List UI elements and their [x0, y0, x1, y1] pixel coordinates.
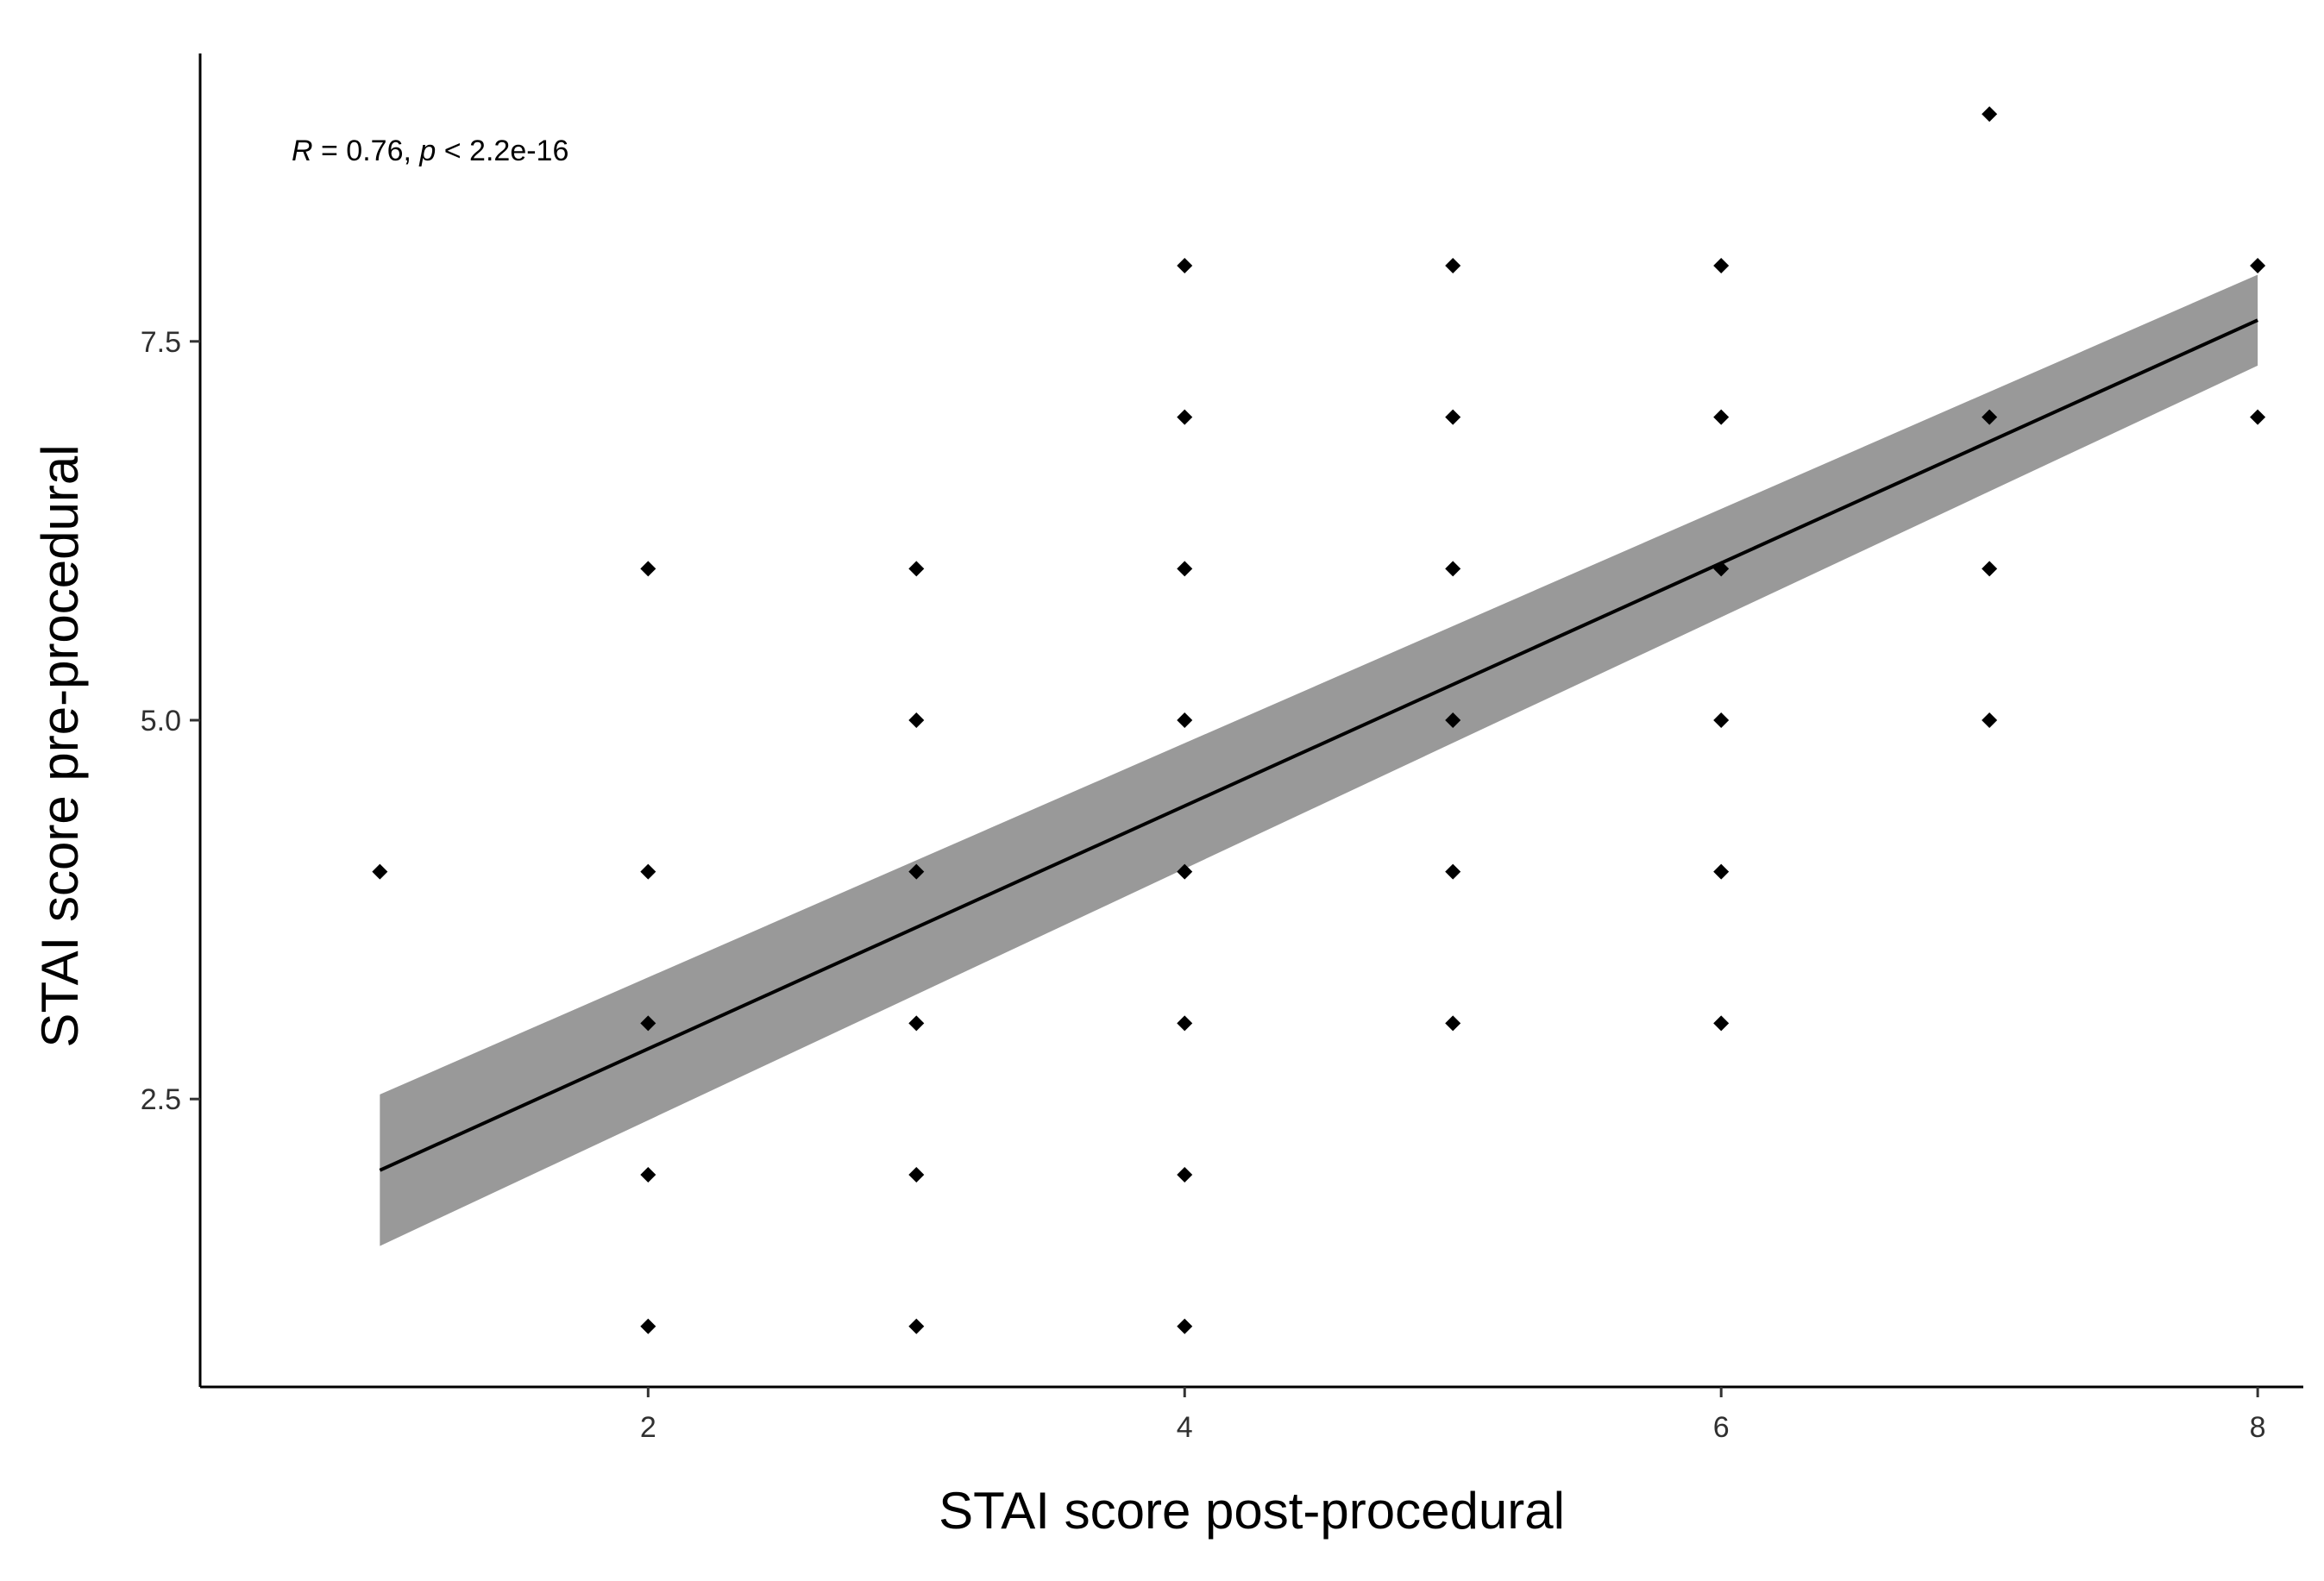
data-point — [1982, 712, 1998, 728]
data-points-layer — [372, 106, 2266, 1334]
data-point — [1177, 257, 1193, 273]
data-point — [1177, 1015, 1193, 1032]
data-point — [640, 863, 656, 880]
data-point — [2250, 409, 2266, 425]
data-point — [908, 1167, 925, 1183]
data-point — [1177, 863, 1193, 880]
data-point — [1982, 561, 1998, 577]
data-point — [1445, 863, 1461, 880]
data-point — [372, 863, 388, 880]
y-tick-label: 7.5 — [141, 326, 181, 359]
regression-line-layer — [379, 318, 2258, 1172]
axes-layer: 2 4 6 8 2.5 5.0 7.5 — [141, 53, 2303, 1444]
data-point — [908, 1015, 925, 1032]
x-tick-label: 4 — [1177, 1411, 1193, 1444]
data-point — [1713, 1015, 1730, 1032]
data-point — [640, 1167, 656, 1183]
data-point — [640, 561, 656, 577]
y-tick-label: 2.5 — [141, 1083, 181, 1116]
data-point — [1445, 712, 1461, 728]
data-point — [1177, 1167, 1193, 1183]
data-point — [1177, 409, 1193, 425]
data-point — [1177, 1318, 1193, 1334]
data-point — [1445, 561, 1461, 577]
data-point — [1713, 409, 1730, 425]
data-point — [908, 561, 925, 577]
x-tick-label: 2 — [640, 1411, 656, 1444]
data-point — [1982, 106, 1998, 122]
x-axis-title: STAI score post-procedural — [939, 1482, 1565, 1540]
r-value-text: = 0.76, — [313, 135, 420, 167]
data-point — [1982, 409, 1998, 425]
confidence-band-layer — [380, 274, 2258, 1246]
confidence-band — [380, 274, 2258, 1246]
data-point — [1713, 257, 1730, 273]
data-point — [640, 1015, 656, 1032]
data-point — [908, 1318, 925, 1334]
data-point — [2250, 257, 2266, 273]
regression-line — [379, 318, 2258, 1172]
y-tick-label: 5.0 — [141, 705, 181, 737]
data-point — [908, 863, 925, 880]
r-symbol: R — [292, 135, 313, 167]
data-point — [1177, 712, 1193, 728]
p-symbol: p — [418, 135, 436, 167]
p-value-text: < 2.2e-16 — [436, 135, 568, 167]
data-point — [1713, 863, 1730, 880]
data-point — [1177, 561, 1193, 577]
x-tick-label: 6 — [1713, 1411, 1730, 1444]
data-point — [1445, 1015, 1461, 1032]
data-point — [1445, 409, 1461, 425]
y-axis-title: STAI score pre-procedural — [31, 444, 89, 1047]
data-point — [908, 712, 925, 728]
data-point — [1445, 257, 1461, 273]
data-point — [1713, 712, 1730, 728]
correlation-annotation: R = 0.76, p < 2.2e-16 — [292, 135, 568, 167]
x-tick-label: 8 — [2250, 1411, 2266, 1444]
data-point — [640, 1318, 656, 1334]
data-point — [1713, 561, 1730, 577]
